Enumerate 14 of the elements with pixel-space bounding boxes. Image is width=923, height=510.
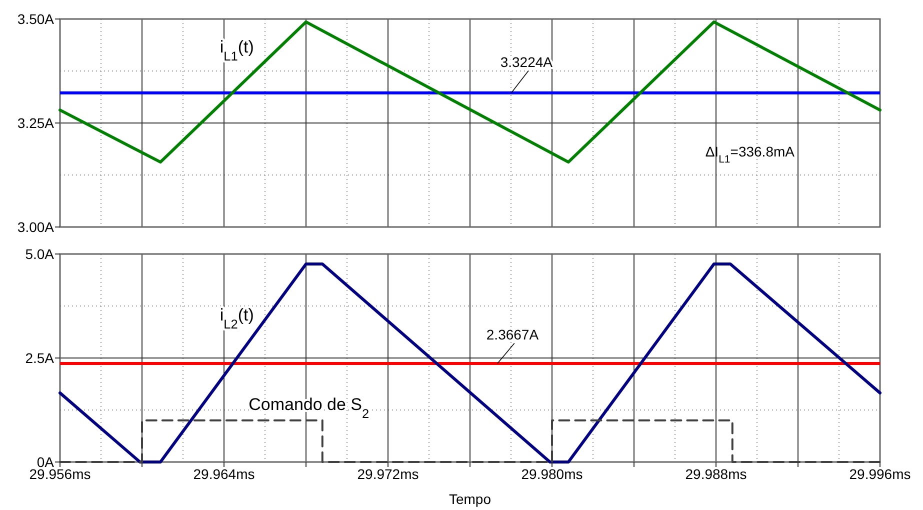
- x-tick-label: 29.980ms: [521, 466, 583, 482]
- x-tick-label: 29.988ms: [685, 466, 747, 482]
- y-tick-label: 3.25A: [17, 114, 55, 131]
- x-axis-title: Tempo: [448, 491, 492, 507]
- series-label: i$_{L2}$(t): [220, 306, 254, 332]
- y-tick-label: 5.0A: [25, 246, 55, 262]
- series-label: i$_{L1}$(t): [220, 37, 254, 63]
- y-tick-label: 3.00A: [17, 218, 55, 235]
- y-tick-label: 3.50A: [17, 10, 55, 27]
- y-tick-label: 2.5A: [25, 350, 55, 366]
- ref-line-label: 2.3667A: [486, 326, 540, 342]
- x-tick-label: 29.996ms: [849, 466, 911, 482]
- x-tick-label: 29.964ms: [193, 466, 255, 482]
- x-tick-label: 29.972ms: [357, 466, 419, 482]
